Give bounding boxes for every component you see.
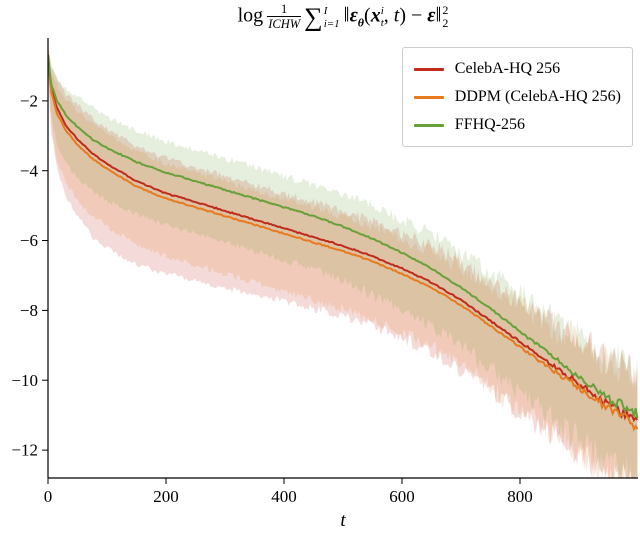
x-tick-label: 800 xyxy=(507,487,533,506)
legend-swatch-ddpm xyxy=(413,95,444,99)
epsilon-subscript: θ xyxy=(357,15,365,30)
x-subscript: t xyxy=(380,17,384,30)
legend: CelebA-HQ 256 DDPM (CelebA-HQ 256) FFHQ-… xyxy=(401,47,633,147)
legend-label: FFHQ-256 xyxy=(454,116,526,133)
title-fraction: 1 ICHW xyxy=(267,2,302,32)
legend-swatch-celeba xyxy=(413,67,444,71)
x-variable: x xyxy=(370,4,381,27)
t-argument: t xyxy=(393,4,400,27)
legend-item: FFHQ-256 xyxy=(413,111,621,139)
legend-swatch-ffhq xyxy=(413,123,444,127)
title-fraction-numerator: 1 xyxy=(267,2,302,18)
confidence-band-0 xyxy=(48,42,638,478)
sum-upper-limit: I xyxy=(323,5,328,18)
right-norm-bar: ‖ xyxy=(435,2,442,27)
legend-item: CelebA-HQ 256 xyxy=(413,55,621,83)
legend-label: CelebA-HQ 256 xyxy=(454,60,561,77)
close-paren: ) xyxy=(399,4,406,27)
minus-sign: − xyxy=(410,4,423,27)
legend-label: DDPM (CelebA-HQ 256) xyxy=(454,88,621,105)
y-tick-label: −6 xyxy=(20,231,38,250)
norm-subscript: 2 xyxy=(442,16,449,31)
x-tick-label: 400 xyxy=(271,487,297,506)
epsilon-target: ε xyxy=(427,4,436,27)
x-tick-label: 200 xyxy=(153,487,179,506)
sum-symbol: ∑ xyxy=(304,2,323,32)
x-axis-label: t xyxy=(340,510,346,531)
series-line-2 xyxy=(48,55,639,419)
comma: , xyxy=(383,4,389,27)
confidence-band-2 xyxy=(48,46,638,478)
x-superscript: i xyxy=(380,4,384,17)
title-log: log xyxy=(237,4,264,27)
y-tick-label: −10 xyxy=(11,371,38,390)
title-fraction-denominator: ICHW xyxy=(268,17,301,32)
legend-item: DDPM (CelebA-HQ 256) xyxy=(413,83,621,111)
y-tick-label: −4 xyxy=(20,161,39,180)
left-norm-bar: ‖ xyxy=(343,2,350,27)
y-tick-label: −2 xyxy=(20,92,38,111)
x-tick-label: 0 xyxy=(44,487,53,506)
open-paren: ( xyxy=(364,4,371,27)
series-line-0 xyxy=(48,55,639,423)
y-tick-label: −8 xyxy=(20,301,38,320)
y-tick-label: −12 xyxy=(11,441,38,460)
norm-superscript: 2 xyxy=(442,3,449,18)
epsilon-theta: ε xyxy=(349,4,358,27)
series-line-1 xyxy=(48,55,639,432)
sum-lower-limit: i=1 xyxy=(323,18,340,31)
x-tick-label: 600 xyxy=(389,487,415,506)
confidence-band-1 xyxy=(48,46,638,478)
